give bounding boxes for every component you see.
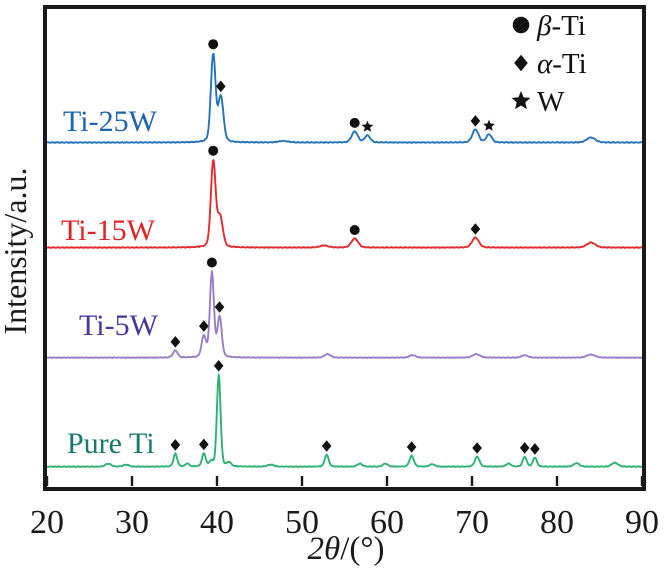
beta-ti-marker-icon (206, 257, 217, 268)
curve-Ti-5W (46, 270, 643, 359)
x-tick-label: 50 (285, 504, 319, 541)
alpha-ti-marker-icon (406, 441, 417, 453)
series-label-Ti-5W: Ti-5W (79, 309, 159, 342)
x-tick-label: 90 (625, 504, 659, 541)
plot-border (43, 5, 646, 491)
series-label-Ti-15W: Ti-15W (61, 214, 156, 247)
curve-Ti-15W (46, 159, 643, 249)
alpha-ti-marker-icon (530, 443, 540, 455)
x-tick-label: 80 (540, 504, 574, 541)
x-tick-label: 40 (200, 504, 234, 541)
series-label-Ti-25W: Ti-25W (63, 105, 158, 138)
curve-Pure-Ti (46, 373, 643, 468)
legend-label-W: W (537, 86, 565, 118)
legend-label-Ti: β-Ti (536, 10, 586, 42)
beta-ti-marker-icon (208, 39, 219, 50)
beta-ti-marker-icon (512, 16, 530, 34)
alpha-ti-marker-icon (321, 440, 332, 452)
alpha-ti-marker-icon (170, 336, 181, 348)
y-axis-label: Intensity/a.u. (0, 101, 34, 401)
legend: β-Ti α-Ti W (511, 10, 587, 118)
w-marker-icon (361, 120, 374, 132)
x-tick-label: 20 (30, 504, 64, 541)
alpha-ti-marker-icon (470, 115, 481, 127)
w-marker-icon (483, 119, 495, 131)
alpha-ti-marker-icon (519, 442, 530, 454)
x-axis-label: 2θ/(°) (236, 531, 456, 567)
x-tick-label: 30 (115, 504, 149, 541)
x-axis-label-symbol: 2θ (307, 531, 341, 567)
x-axis-label-unit: /(°) (340, 531, 385, 567)
beta-ti-marker-icon (349, 117, 360, 128)
y-axis-label-text: Intensity/a.u. (0, 167, 33, 335)
alpha-ti-marker-icon (470, 223, 481, 235)
alpha-ti-marker-icon (214, 301, 225, 313)
alpha-ti-marker-icon (199, 438, 209, 451)
w-marker-icon (511, 91, 531, 110)
x-tick-label: 70 (455, 504, 489, 541)
alpha-ti-marker-icon (472, 442, 482, 454)
alpha-ti-marker-icon (216, 80, 226, 93)
curve-Ti-25W (46, 52, 643, 144)
beta-ti-marker-icon (349, 225, 360, 235)
alpha-ti-marker-icon (213, 360, 224, 372)
beta-ti-marker-icon (208, 145, 219, 156)
series-label-Pure-Ti: Pure Ti (67, 427, 155, 460)
legend-label-Ti: α-Ti (537, 48, 587, 80)
alpha-ti-marker-icon (170, 439, 181, 451)
alpha-ti-marker-icon (514, 54, 528, 72)
alpha-ti-marker-icon (199, 320, 209, 332)
x-tick-label: 60 (370, 504, 404, 541)
